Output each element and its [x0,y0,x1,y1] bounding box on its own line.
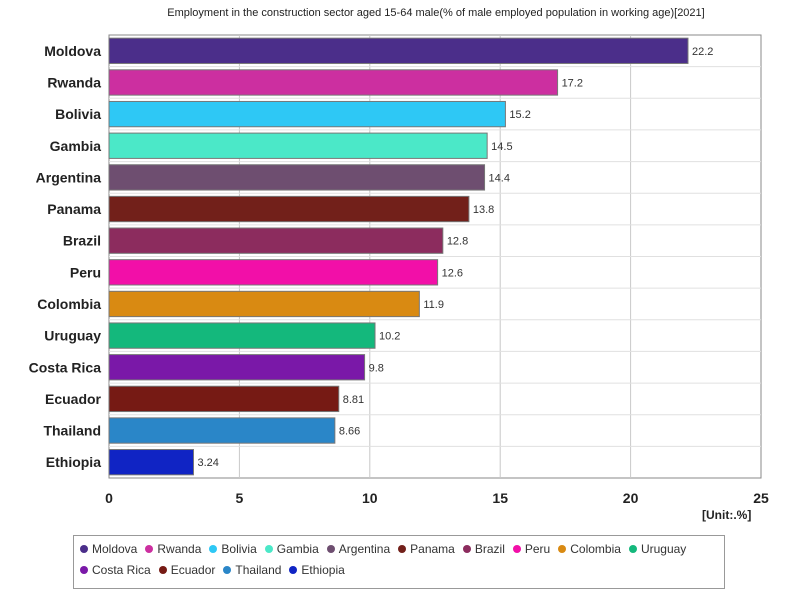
value-label: 3.24 [197,457,218,469]
value-labels: 22.2 17.2 15.2 14.5 14.4 13.8 12.8 12.6 11.9 10.2… [197,46,713,469]
legend-label: Gambia [276,542,319,556]
value-label: 10.2 [379,331,400,343]
legend-item[interactable]: Gambia [264,542,319,556]
bar-colombia [108,290,420,318]
legend-dot-icon [398,545,407,553]
value-label: 12.8 [447,236,468,248]
category-label: Ethiopia [46,454,101,470]
legend-label: Brazil [474,542,505,556]
legend-dot-icon [80,566,88,574]
legend-dot-icon [289,566,298,574]
bar-ecuador [108,385,340,413]
legend-label: Ethiopia [301,563,345,577]
value-label: 11.9 [423,299,444,311]
x-tick-label: 10 [362,490,378,506]
category-label: Costa Rica [29,359,102,375]
legend-label: Uruguay [640,542,687,556]
x-axis-ticks: 0 5 10 15 20 25 [105,490,769,506]
legend-label: Panama [410,542,455,556]
legend-item[interactable]: Ethiopia [289,563,345,577]
gridlines [109,35,761,478]
legend-dot-icon [264,545,273,553]
legend-dot-icon [558,545,567,553]
category-label: Gambia [50,138,102,154]
legend-dot-icon [80,545,88,553]
bar-gambia [108,132,488,159]
x-tick-label: 25 [753,490,769,506]
legend-label: Peru [524,542,551,556]
value-label: 12.6 [442,267,463,279]
value-label: 22.2 [692,46,713,58]
legend-dot-icon [209,545,218,553]
legend-item[interactable]: Ecuador [158,563,216,577]
category-label: Colombia [37,296,101,312]
bar-uruguay [108,322,376,349]
value-label: 17.2 [562,77,583,89]
category-label: Brazil [63,233,101,249]
bar-costa-rica [108,354,366,381]
legend-item[interactable]: Costa Rica [80,563,151,577]
category-label: Uruguay [44,328,101,344]
legend-item[interactable]: Panama [398,542,455,556]
legend-dot-icon [462,545,471,553]
bar-ethiopia [108,449,194,476]
category-labels: Moldova Rwanda Bolivia Gambia Argentina Panam… [29,43,102,470]
x-tick-label: 0 [105,490,113,506]
legend-label: Bolivia [221,542,257,556]
bar-bolivia [108,100,506,128]
value-label: 14.4 [489,172,510,184]
chart-title: Employment in the construction sector ag… [167,7,705,19]
legend-label: Colombia [570,542,621,556]
legend-item[interactable]: Brazil [462,542,505,556]
legend-item[interactable]: Uruguay [628,542,687,556]
bar-argentina [108,164,486,191]
value-label: 15.2 [509,109,530,121]
value-label: 8.81 [343,394,364,406]
legend-dot-icon [512,545,521,553]
bar-panama [108,195,470,223]
legend-dot-icon [158,566,167,574]
legend-label: Thailand [235,563,282,577]
bar-peru [108,259,439,286]
bar-thailand [108,417,336,444]
legend-item[interactable]: Colombia [558,542,621,556]
legend-item[interactable]: Peru [512,542,551,556]
bars [108,37,689,476]
category-label: Peru [70,264,101,280]
legend-dot-icon [223,566,232,574]
x-tick-label: 5 [236,490,244,506]
bar-brazil [108,227,444,254]
legend-item[interactable]: Bolivia [209,542,257,556]
category-label: Bolivia [55,106,101,122]
legend-item[interactable]: Rwanda [145,542,201,556]
legend-label: Ecuador [170,563,216,577]
legend-label: Costa Rica [92,563,151,577]
legend-item[interactable]: Thailand [223,563,281,577]
bar-rwanda [108,69,559,96]
bar-moldova [108,37,689,64]
category-label: Rwanda [47,74,101,90]
category-label: Argentina [36,169,102,185]
legend-item[interactable]: Moldova [80,542,137,556]
category-label: Panama [47,201,101,217]
legend-dot-icon [628,545,637,553]
x-tick-label: 15 [492,490,508,506]
legend-dot-icon [326,545,335,553]
value-label: 9.8 [369,362,384,374]
value-label: 8.66 [339,426,360,438]
legend: Moldova Rwanda Bolivia Gambia Argentina Panam… [73,535,725,589]
value-label: 13.8 [473,204,494,216]
category-label: Moldova [44,43,101,59]
x-tick-label: 20 [623,490,639,506]
category-label: Thailand [43,423,101,439]
value-label: 14.5 [491,141,512,153]
legend-dot-icon [145,545,154,553]
category-label: Ecuador [45,391,102,407]
unit-label: [Unit:.%] [702,508,752,522]
legend-label: Moldova [92,542,138,556]
legend-item[interactable]: Argentina [326,542,391,556]
legend-label: Rwanda [157,542,202,556]
legend-label: Argentina [338,542,391,556]
